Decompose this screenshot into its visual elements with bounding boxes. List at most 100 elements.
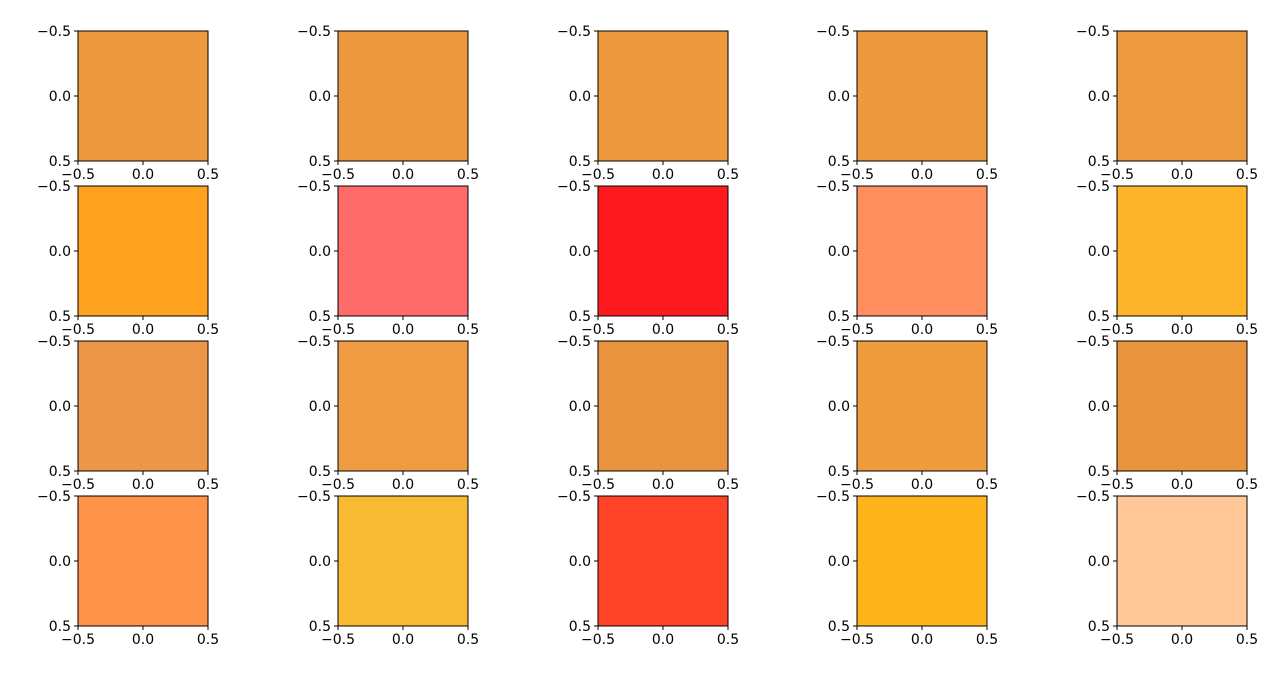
panel-3-0: −0.5 0.0 0.5−0.50.00.5	[37, 489, 219, 648]
image-cell	[78, 496, 208, 626]
x-tick-label: 0.5	[197, 322, 219, 338]
panel-3-2: −0.5 0.0 0.5−0.50.00.5	[557, 489, 739, 648]
y-tick-label: 0.0	[309, 244, 331, 260]
image-cell	[857, 31, 987, 161]
x-tick-label: 0.0	[1171, 322, 1193, 338]
panel-1-2: −0.5 0.0 0.5−0.50.00.5	[557, 179, 739, 338]
x-tick-label: −0.5	[840, 322, 874, 338]
y-tick-label: 0.0	[828, 89, 850, 105]
y-tick-label: −0.5	[557, 334, 591, 350]
x-tick-label: −0.5	[61, 322, 95, 338]
panel-1-3: −0.5 0.0 0.5−0.50.00.5	[816, 179, 998, 338]
y-tick-label: 0.5	[49, 619, 71, 635]
y-tick-label: 0.5	[569, 154, 591, 170]
x-tick-label: 0.5	[976, 632, 998, 648]
panel-0-4: −0.5 0.0 0.5−0.50.00.5	[1076, 24, 1258, 183]
y-tick-label: 0.5	[569, 619, 591, 635]
x-tick-label: 0.5	[976, 322, 998, 338]
y-tick-label: −0.5	[37, 179, 71, 195]
x-tick-label: 0.5	[976, 477, 998, 493]
image-cell	[857, 496, 987, 626]
y-tick-label: 0.0	[309, 399, 331, 415]
image-cell	[78, 186, 208, 316]
x-tick-label: −0.5	[321, 632, 355, 648]
x-tick-label: 0.5	[1236, 477, 1258, 493]
y-tick-label: 0.5	[1088, 464, 1110, 480]
x-tick-label: 0.5	[197, 477, 219, 493]
image-cell	[1117, 186, 1247, 316]
y-tick-label: 0.0	[49, 554, 71, 570]
image-cell	[78, 341, 208, 471]
x-tick-label: −0.5	[581, 477, 615, 493]
panel-2-4: −0.5 0.0 0.5−0.50.00.5	[1076, 334, 1258, 493]
x-tick-label: −0.5	[1100, 632, 1134, 648]
x-tick-label: 0.0	[1171, 632, 1193, 648]
x-tick-label: −0.5	[581, 322, 615, 338]
panel-0-0: −0.5 0.0 0.5−0.50.00.5	[37, 24, 219, 183]
x-tick-label: −0.5	[840, 167, 874, 183]
x-tick-label: −0.5	[1100, 477, 1134, 493]
image-cell	[857, 186, 987, 316]
panel-2-0: −0.5 0.0 0.5−0.50.00.5	[37, 334, 219, 493]
panel-3-1: −0.5 0.0 0.5−0.50.00.5	[297, 489, 479, 648]
y-tick-label: 0.0	[1088, 89, 1110, 105]
y-tick-label: 0.0	[569, 399, 591, 415]
y-tick-label: −0.5	[297, 489, 331, 505]
y-tick-label: 0.5	[309, 619, 331, 635]
image-cell	[598, 31, 728, 161]
y-tick-label: −0.5	[1076, 334, 1110, 350]
panel-2-2: −0.5 0.0 0.5−0.50.00.5	[557, 334, 739, 493]
image-cell	[1117, 31, 1247, 161]
y-tick-label: 0.0	[828, 244, 850, 260]
panel-3-4: −0.5 0.0 0.5−0.50.00.5	[1076, 489, 1258, 648]
y-tick-label: 0.5	[309, 309, 331, 325]
y-tick-label: 0.0	[1088, 244, 1110, 260]
y-tick-label: 0.0	[1088, 399, 1110, 415]
x-tick-label: 0.0	[392, 322, 414, 338]
x-tick-label: 0.0	[652, 167, 674, 183]
x-tick-label: 0.0	[392, 632, 414, 648]
x-tick-label: 0.5	[197, 632, 219, 648]
y-tick-label: 0.5	[49, 154, 71, 170]
x-tick-label: 0.5	[457, 632, 479, 648]
y-tick-label: 0.5	[309, 154, 331, 170]
panel-0-3: −0.5 0.0 0.5−0.50.00.5	[816, 24, 998, 183]
x-tick-label: 0.0	[652, 322, 674, 338]
panel-2-3: −0.5 0.0 0.5−0.50.00.5	[816, 334, 998, 493]
x-tick-label: 0.0	[911, 632, 933, 648]
panel-0-1: −0.5 0.0 0.5−0.50.00.5	[297, 24, 479, 183]
image-cell	[338, 186, 468, 316]
x-tick-label: −0.5	[1100, 167, 1134, 183]
panel-1-0: −0.5 0.0 0.5−0.50.00.5	[37, 179, 219, 338]
image-cell	[1117, 341, 1247, 471]
x-tick-label: 0.5	[1236, 322, 1258, 338]
x-tick-label: 0.0	[132, 477, 154, 493]
panel-3-3: −0.5 0.0 0.5−0.50.00.5	[816, 489, 998, 648]
y-tick-label: 0.0	[569, 554, 591, 570]
x-tick-label: 0.5	[197, 167, 219, 183]
x-tick-label: 0.0	[132, 167, 154, 183]
x-tick-label: 0.5	[457, 322, 479, 338]
y-tick-label: 0.0	[309, 89, 331, 105]
x-tick-label: −0.5	[840, 477, 874, 493]
x-tick-label: 0.0	[652, 477, 674, 493]
y-tick-label: 0.0	[49, 244, 71, 260]
y-tick-label: 0.0	[49, 89, 71, 105]
image-cell	[338, 496, 468, 626]
y-tick-label: 0.0	[49, 399, 71, 415]
y-tick-label: −0.5	[816, 179, 850, 195]
image-cell	[598, 186, 728, 316]
y-tick-label: 0.5	[1088, 154, 1110, 170]
x-tick-label: 0.5	[976, 167, 998, 183]
y-tick-label: 0.5	[1088, 619, 1110, 635]
x-tick-label: 0.5	[457, 477, 479, 493]
y-tick-label: −0.5	[1076, 24, 1110, 40]
y-tick-label: −0.5	[37, 24, 71, 40]
image-cell	[598, 496, 728, 626]
y-tick-label: −0.5	[816, 24, 850, 40]
image-cell	[1117, 496, 1247, 626]
x-tick-label: 0.5	[1236, 632, 1258, 648]
x-tick-label: 0.0	[1171, 167, 1193, 183]
y-tick-label: −0.5	[37, 489, 71, 505]
